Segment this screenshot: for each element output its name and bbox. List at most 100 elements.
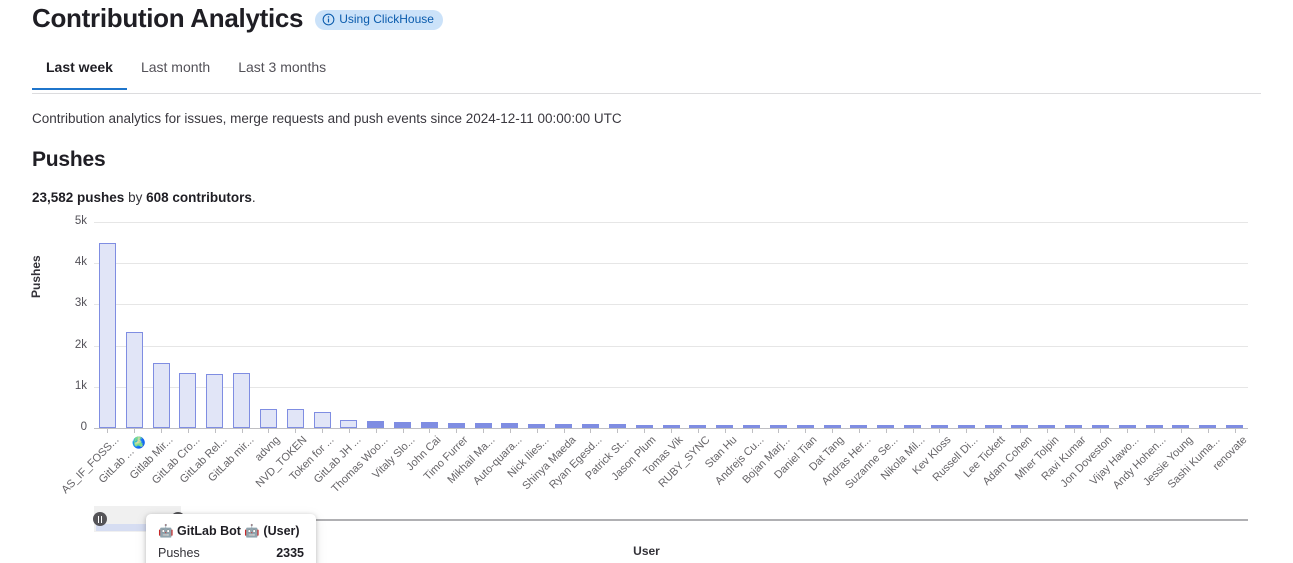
summary-by-text: by xyxy=(124,190,147,205)
bar[interactable] xyxy=(98,243,116,428)
bar[interactable] xyxy=(1145,425,1163,428)
x-tick xyxy=(1180,428,1182,433)
x-tick xyxy=(671,428,672,433)
bar[interactable] xyxy=(716,424,734,428)
bar[interactable] xyxy=(152,362,170,428)
bar[interactable] xyxy=(501,423,519,428)
bar[interactable] xyxy=(340,419,358,428)
tab-last-3-months[interactable]: Last 3 months xyxy=(238,59,327,75)
bar[interactable] xyxy=(689,424,707,428)
bar[interactable] xyxy=(930,425,948,428)
tooltip-metric-value: 2335 xyxy=(276,546,304,560)
x-tick xyxy=(295,428,297,433)
x-tick xyxy=(348,428,350,433)
bar[interactable] xyxy=(555,423,573,428)
plot-area xyxy=(94,222,1248,433)
x-tick xyxy=(483,428,485,433)
clickhouse-badge-label: Using ClickHouse xyxy=(339,12,434,26)
bar[interactable] xyxy=(367,421,385,428)
x-tick xyxy=(939,428,941,433)
bar[interactable] xyxy=(635,424,653,428)
bar[interactable] xyxy=(420,422,438,428)
x-tick xyxy=(912,428,914,433)
x-tick xyxy=(1234,428,1236,433)
bar[interactable] xyxy=(286,408,304,428)
bar[interactable] xyxy=(581,424,599,428)
x-tick xyxy=(456,428,458,433)
x-tick xyxy=(375,428,377,433)
x-axis-title: User xyxy=(633,544,660,558)
bar[interactable] xyxy=(1172,425,1190,428)
bar[interactable] xyxy=(179,373,197,428)
x-tick xyxy=(805,428,807,433)
y-tick-label: 3k xyxy=(74,297,87,310)
x-tick xyxy=(590,428,592,433)
x-tick xyxy=(885,428,887,433)
tooltip-title: 🤖 GitLab Bot 🤖 (User) xyxy=(158,524,300,538)
x-tick xyxy=(214,428,216,433)
datazoom-left-handle[interactable] xyxy=(93,512,107,526)
bar[interactable] xyxy=(957,425,975,428)
y-tick-label: 0 xyxy=(80,421,87,433)
x-tick xyxy=(858,428,860,433)
y-tick-label: 4k xyxy=(74,256,87,269)
x-tick xyxy=(161,428,163,433)
bar[interactable] xyxy=(877,425,895,428)
bar[interactable] xyxy=(1199,425,1217,428)
x-tick xyxy=(107,428,109,433)
bar[interactable] xyxy=(1091,425,1109,428)
x-tick xyxy=(724,428,726,433)
bar[interactable] xyxy=(1118,425,1136,428)
x-tick xyxy=(134,428,136,433)
gridline xyxy=(94,263,1248,265)
bar[interactable] xyxy=(447,422,465,428)
bar[interactable] xyxy=(608,424,626,428)
x-tick xyxy=(993,428,995,433)
bar[interactable] xyxy=(850,425,868,428)
bar[interactable] xyxy=(743,425,760,428)
globe-icon: 🌍 xyxy=(128,434,149,455)
x-tick xyxy=(617,428,619,433)
bar[interactable] xyxy=(206,374,224,428)
bar[interactable] xyxy=(769,425,787,428)
x-tick xyxy=(402,428,404,433)
datazoom-track[interactable] xyxy=(94,519,1248,521)
bar[interactable] xyxy=(394,421,412,428)
bar[interactable] xyxy=(1038,425,1056,428)
x-tick xyxy=(563,428,565,433)
x-tick xyxy=(429,428,431,433)
bar[interactable] xyxy=(823,425,841,428)
bar[interactable] xyxy=(474,423,492,428)
bar[interactable] xyxy=(1226,425,1244,428)
bar[interactable] xyxy=(796,425,814,428)
datazoom-preview xyxy=(96,524,181,531)
tab-last-month[interactable]: Last month xyxy=(140,59,211,75)
x-axis-tick-labels: AS_IF_FOSS... GitLab ... 🌍 Gitlab Mir... Gi… xyxy=(60,434,1254,496)
bar[interactable] xyxy=(662,424,680,428)
info-circle-icon xyxy=(322,13,335,26)
x-tick xyxy=(1127,428,1129,433)
x-tick xyxy=(1046,428,1048,433)
tab-last-week[interactable]: Last week xyxy=(32,55,127,90)
bar[interactable] xyxy=(1011,425,1029,428)
bar[interactable] xyxy=(1065,425,1083,428)
bar[interactable] xyxy=(904,425,922,428)
bar[interactable] xyxy=(313,411,331,428)
analytics-description: Contribution analytics for issues, merge… xyxy=(32,111,622,126)
x-tick xyxy=(1154,428,1156,433)
bar[interactable] xyxy=(259,408,277,428)
y-tick-label: 5k xyxy=(74,215,87,227)
x-tick xyxy=(322,428,324,433)
bar[interactable] xyxy=(233,372,251,428)
bar[interactable] xyxy=(125,331,143,428)
pushes-bar-chart[interactable]: Pushes 0 1k 2k 3k 4k 5k AS_IF_FOSS... GitLab .… xyxy=(0,206,1293,563)
bar[interactable] xyxy=(528,423,546,428)
page-title: Contribution Analytics xyxy=(32,3,304,33)
page-header: Contribution Analytics Using ClickHouse xyxy=(32,2,443,34)
gridline xyxy=(94,386,1248,388)
pushes-summary: 23,582 pushes by 608 contributors. xyxy=(32,189,256,207)
bar[interactable] xyxy=(984,425,1002,428)
x-tick xyxy=(1100,428,1102,433)
summary-pushes-count: 23,582 pushes xyxy=(32,190,125,205)
x-tick xyxy=(778,428,780,433)
